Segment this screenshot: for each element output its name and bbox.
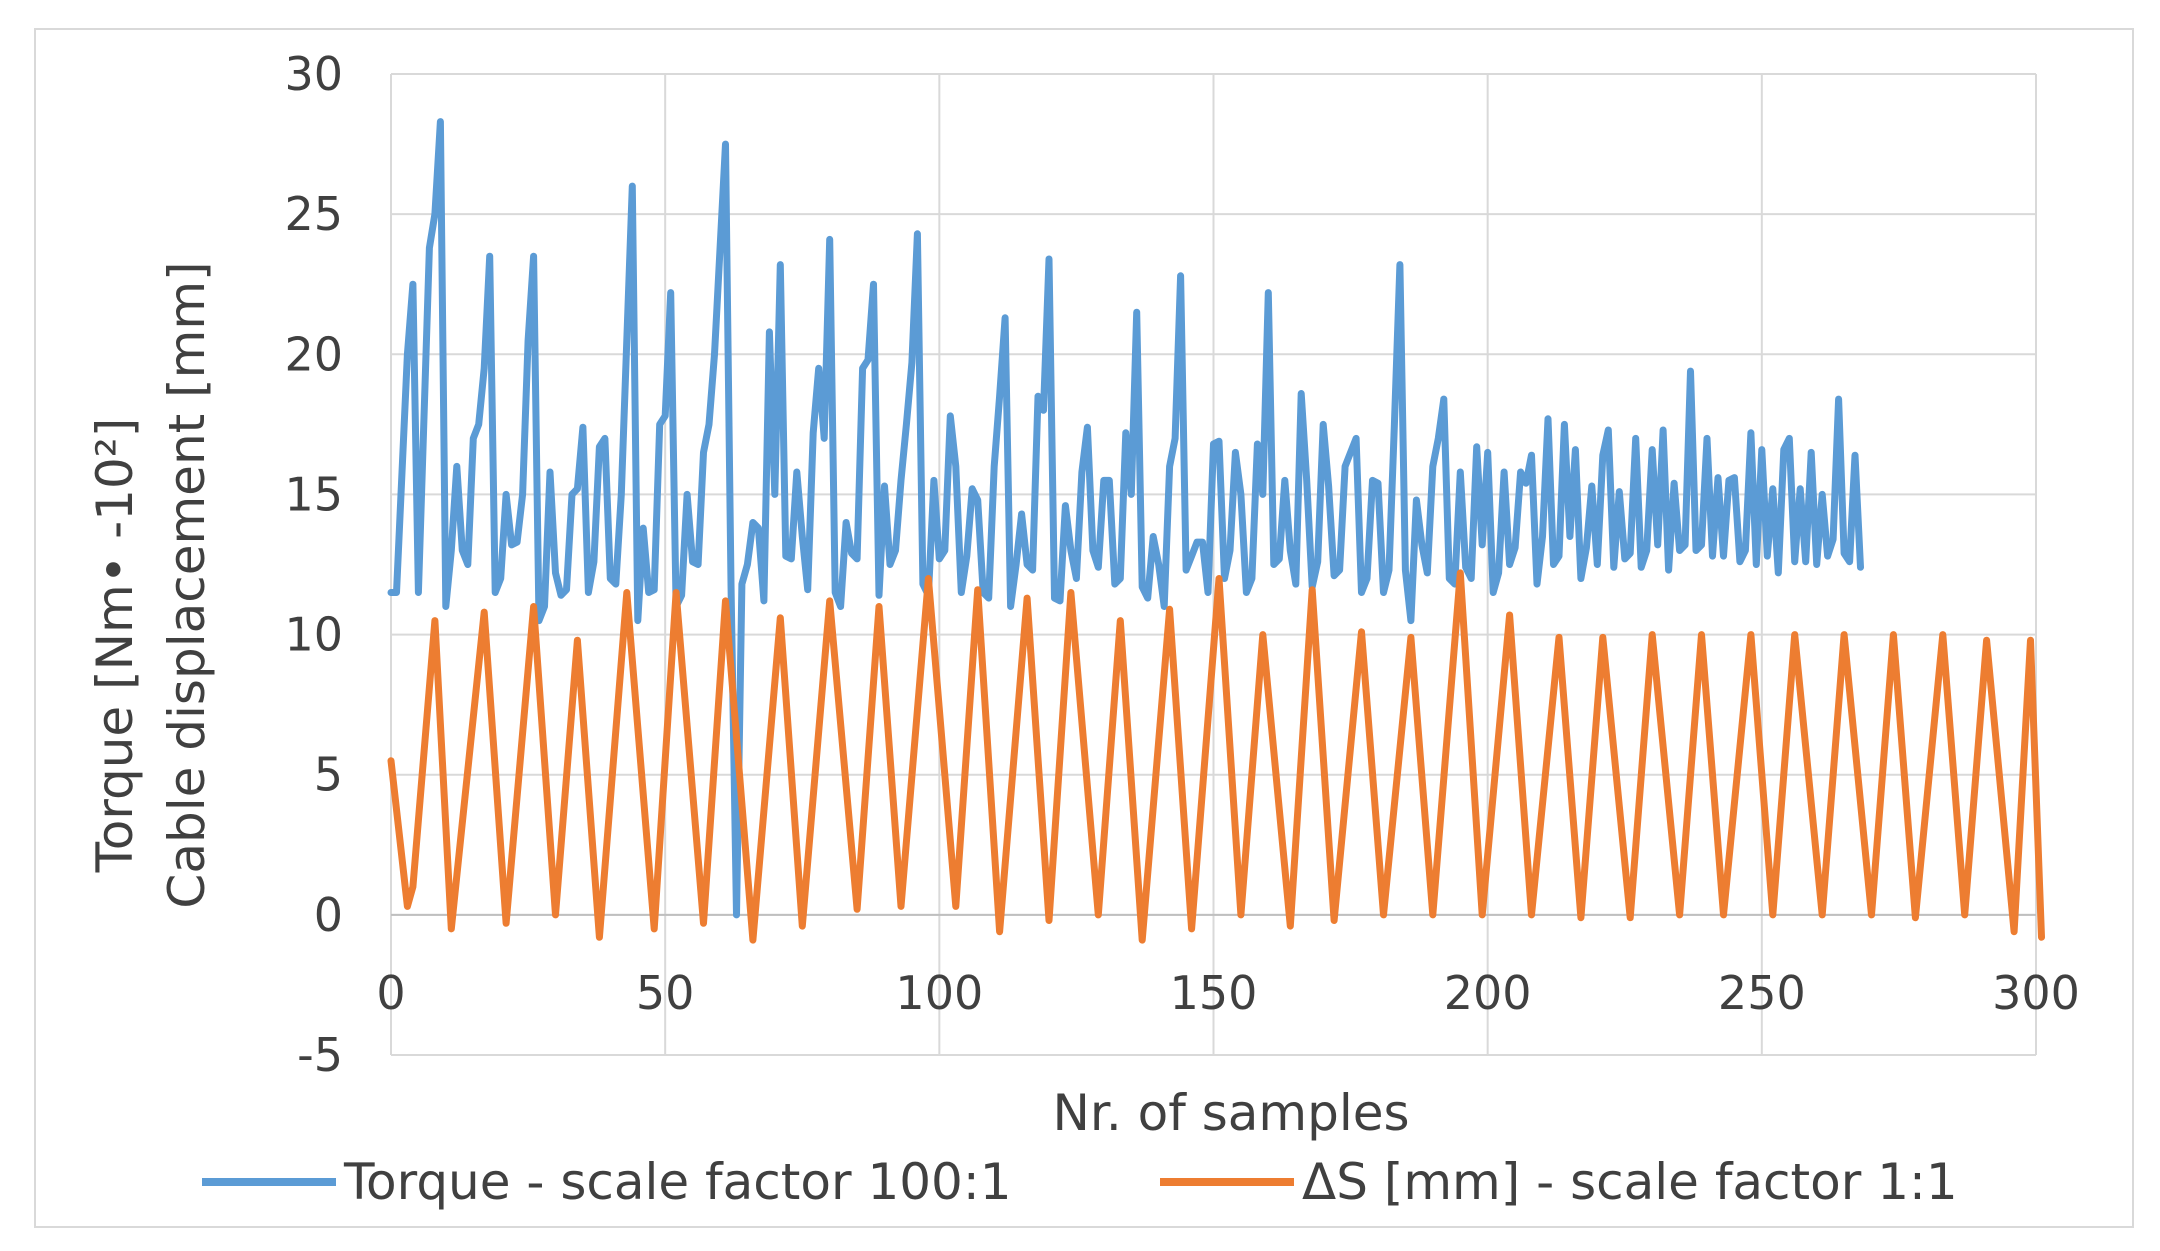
y-tick-labels: -5 0 5 10 15 20 25 30 [284, 47, 343, 1082]
y-tick-label: 20 [284, 327, 343, 381]
y-tick-label: 30 [284, 47, 343, 101]
y-tick-label: 15 [284, 467, 343, 521]
y-axis-title-displacement: Cable displacement [mm] [158, 261, 216, 908]
y-tick-label: -5 [297, 1028, 343, 1082]
x-tick-labels: 0 50 100 150 200 250 300 [376, 966, 2080, 1020]
legend-label-delta-s: ΔS [mm] - scale factor 1:1 [1302, 1153, 1958, 1211]
y-axis-title-torque: Torque [Nm• -10²] [86, 418, 144, 874]
y-axis-title: Torque [Nm• -10²] [86, 418, 144, 874]
x-tick-label: 300 [1992, 966, 2080, 1020]
series-line-delta-s [387, 569, 2045, 944]
x-tick-label: 250 [1718, 966, 1806, 1020]
x-tick-label: 100 [895, 966, 983, 1020]
y-tick-label: 25 [284, 187, 343, 241]
series-line-torque [387, 118, 1864, 919]
x-tick-label: 150 [1170, 966, 1258, 1020]
line-chart: -5 0 5 10 15 20 25 30 0 50 100 150 200 250 300 Nr. of… [86, 47, 2080, 1211]
y-tick-label: 0 [314, 888, 343, 942]
y-tick-label: 10 [284, 608, 343, 662]
x-tick-label: 200 [1444, 966, 1532, 1020]
legend: Torque - scale factor 100:1 ΔS [mm] - sc… [202, 1153, 1958, 1211]
y-tick-label: 5 [314, 748, 343, 802]
chart-frame: -5 0 5 10 15 20 25 30 0 50 100 150 200 250 300 Nr. of… [34, 28, 2134, 1228]
series-lines [387, 118, 2045, 944]
x-tick-label: 50 [636, 966, 695, 1020]
x-tick-label: 0 [376, 966, 405, 1020]
y-axis-title-2: Cable displacement [mm] [158, 261, 216, 908]
x-axis-title: Nr. of samples [1052, 1084, 1409, 1142]
legend-label-torque: Torque - scale factor 100:1 [343, 1153, 1012, 1211]
